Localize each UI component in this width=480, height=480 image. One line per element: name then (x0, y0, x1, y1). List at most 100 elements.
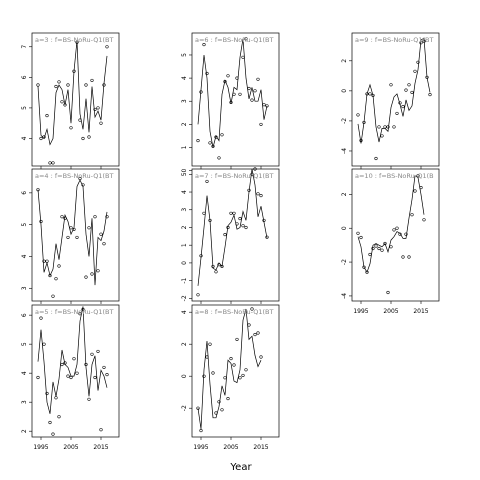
panel-frame (31, 168, 120, 302)
data-point (265, 235, 269, 239)
y-tick-label: 2 (341, 192, 348, 196)
data-point (407, 255, 411, 259)
data-point (362, 265, 366, 269)
data-point (57, 264, 61, 268)
y-tick-label: -2 (181, 295, 188, 301)
data-point (196, 293, 200, 297)
data-point (404, 88, 408, 92)
data-point (359, 235, 363, 240)
data-point (54, 84, 58, 89)
panel: a=6 : f=BS-NoRu-Q1(BT 0 1 2 3 4 5 (181, 32, 280, 173)
data-point (386, 125, 390, 129)
y-tick-label: -1 (181, 277, 188, 283)
data-point (66, 83, 70, 87)
x-tick-label: 1995 (33, 444, 48, 451)
data-point (202, 211, 206, 215)
data-point (238, 92, 242, 96)
data-point (39, 219, 43, 224)
panel-title: a=5 : f=BS-NoRu-Q1(BT (35, 308, 113, 316)
data-point (84, 83, 88, 87)
data-point (235, 76, 239, 80)
series-line (197, 168, 268, 286)
y-tick-label: 2 (181, 342, 188, 346)
data-point (232, 92, 236, 96)
panel-title: a=4 : f=BS-NoRu-Q1(BT (35, 172, 113, 180)
data-point (383, 241, 387, 246)
data-point (102, 242, 106, 246)
x-tick-label: 2015 (413, 308, 428, 315)
series-line (37, 306, 108, 414)
data-point (75, 235, 79, 239)
data-point (368, 252, 372, 257)
data-point (90, 352, 94, 356)
data-point (395, 226, 399, 230)
data-point (392, 125, 396, 129)
data-point (75, 371, 79, 375)
data-point (48, 420, 52, 425)
data-point (380, 248, 384, 252)
y-tick-label: 0 (181, 374, 188, 378)
data-point (208, 342, 212, 346)
data-point (69, 226, 73, 230)
data-point (105, 215, 109, 219)
data-point (51, 432, 55, 436)
data-point (39, 136, 43, 141)
data-point (102, 365, 106, 369)
data-point (66, 374, 70, 378)
data-point (389, 245, 393, 249)
y-tick-label: 2 (21, 429, 28, 433)
data-point (199, 429, 203, 433)
data-point (250, 307, 254, 311)
data-point (202, 374, 206, 378)
x-tick-label: 2015 (93, 444, 108, 451)
panel-frame (191, 168, 280, 302)
data-point (422, 39, 426, 43)
data-point (413, 69, 417, 73)
data-point (63, 361, 67, 365)
data-point (383, 125, 387, 129)
data-point (256, 192, 260, 196)
data-point (72, 357, 76, 361)
data-point (93, 215, 97, 219)
data-point (54, 277, 58, 281)
data-point (57, 80, 61, 84)
data-point (247, 188, 251, 192)
data-point (265, 104, 269, 108)
y-tick-label: -2 (181, 405, 188, 411)
data-point (365, 270, 369, 274)
data-point (395, 111, 399, 115)
y-tick-label: 4 (181, 190, 188, 194)
panel-background (192, 33, 279, 166)
data-point (416, 60, 420, 64)
data-point (398, 101, 402, 105)
data-point (75, 40, 79, 44)
panels: a=3 : f=BS-NoRu-Q1(BT 4 5 6 7 a=6 : f=BS-NoRu… (21, 32, 440, 451)
data-point (359, 138, 363, 143)
data-point (105, 373, 109, 377)
data-point (253, 333, 257, 337)
data-point (419, 41, 423, 45)
y-tick-label: 1 (181, 145, 188, 149)
data-point (214, 135, 218, 139)
data-point (205, 355, 209, 359)
panel-frame (31, 304, 120, 438)
data-point (389, 83, 393, 87)
y-tick-label: 1 (181, 243, 188, 247)
data-point (69, 375, 73, 380)
x-tick-label: 1995 (193, 444, 208, 451)
panel-frame (31, 32, 120, 167)
data-point (362, 120, 366, 124)
y-tick-label: 4 (181, 76, 188, 80)
x-axis-label: Year (229, 462, 252, 473)
data-point (81, 183, 85, 187)
data-point (371, 93, 375, 97)
data-point (63, 103, 67, 107)
panel-title: a=7 : f=BS-NoRu-Q1(BT (195, 172, 273, 180)
data-point (232, 211, 236, 215)
panel-frame (191, 32, 280, 167)
data-point (256, 77, 260, 81)
data-point (72, 69, 76, 73)
panel: a=4 : f=BS-NoRu-Q1(BT 3 4 5 6 (21, 168, 120, 304)
data-point (226, 74, 230, 78)
data-point (51, 294, 55, 298)
